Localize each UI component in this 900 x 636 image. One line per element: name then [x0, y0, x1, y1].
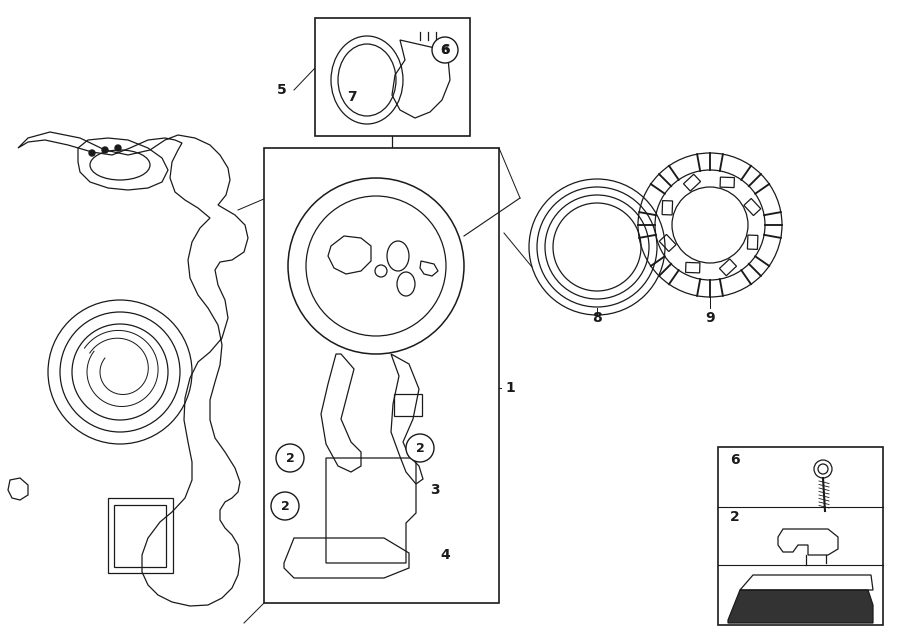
Circle shape — [271, 492, 299, 520]
Text: 6: 6 — [440, 43, 450, 57]
Circle shape — [89, 150, 95, 156]
Bar — [108, 498, 173, 573]
Circle shape — [288, 178, 464, 354]
Text: 5: 5 — [277, 83, 287, 97]
Bar — [381, 478, 406, 498]
Bar — [662, 200, 672, 215]
Text: 2: 2 — [285, 452, 294, 464]
Text: 2: 2 — [730, 510, 740, 524]
Circle shape — [406, 434, 434, 462]
Text: 2: 2 — [416, 441, 425, 455]
Text: 7: 7 — [347, 90, 356, 104]
Bar — [720, 177, 734, 188]
Circle shape — [115, 145, 121, 151]
Text: 2: 2 — [281, 499, 290, 513]
Text: 8: 8 — [592, 311, 602, 325]
Text: 00172266: 00172266 — [726, 611, 784, 623]
Polygon shape — [728, 590, 873, 623]
Bar — [718, 447, 883, 625]
Circle shape — [432, 37, 458, 63]
Circle shape — [102, 147, 108, 153]
Bar — [683, 174, 700, 191]
Bar — [747, 235, 758, 249]
Text: 6: 6 — [730, 453, 740, 467]
Text: 4: 4 — [440, 548, 450, 562]
Bar — [744, 198, 760, 216]
Text: 3: 3 — [430, 483, 440, 497]
Text: 1: 1 — [505, 381, 515, 395]
Text: 6: 6 — [441, 43, 449, 57]
Bar — [315, 18, 470, 136]
Text: 9: 9 — [706, 311, 715, 325]
Circle shape — [276, 444, 304, 472]
Bar — [114, 505, 166, 567]
Bar — [719, 259, 736, 276]
Bar — [394, 394, 422, 416]
Bar — [659, 235, 676, 251]
Bar — [264, 148, 499, 603]
Bar — [686, 263, 700, 273]
